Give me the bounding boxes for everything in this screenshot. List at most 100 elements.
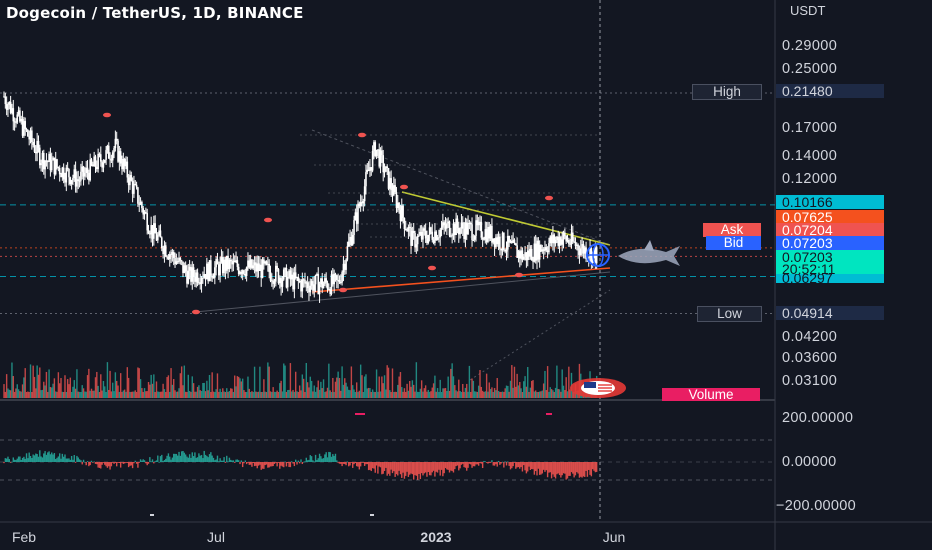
oscillator-bar: [153, 462, 155, 464]
volume-bar: [15, 388, 17, 398]
oscillator-bar: [470, 462, 472, 465]
candle-body: [308, 288, 310, 293]
volume-bar: [560, 391, 562, 398]
volume-bar: [382, 383, 384, 398]
volume-bar: [121, 391, 123, 398]
candle-body: [357, 203, 359, 224]
volume-bar: [321, 388, 323, 398]
high-label: High: [692, 84, 762, 100]
oscillator-bar: [504, 461, 506, 463]
candle-body: [365, 172, 367, 187]
volume-bar: [354, 391, 357, 398]
oscillator-bar: [158, 461, 160, 463]
candle-body: [304, 279, 306, 284]
oscillator-bar: [549, 462, 551, 473]
candle-body: [171, 252, 174, 255]
projection-line: [469, 289, 611, 381]
oscillator-bar: [448, 462, 451, 473]
oscillator-bar: [44, 451, 46, 462]
oscillator-bar: [341, 462, 343, 467]
volume-bar: [378, 376, 380, 398]
candle-body: [461, 222, 464, 229]
volume-bar: [272, 387, 274, 398]
volume-bar: [554, 387, 557, 398]
volume-bar: [127, 377, 130, 398]
volume-bar: [544, 370, 546, 398]
candle-body: [410, 227, 412, 246]
volume-bar: [553, 391, 555, 398]
candle-body: [577, 244, 579, 251]
volume-bar: [422, 391, 424, 398]
volume-bar: [383, 375, 386, 398]
candle-body: [249, 259, 252, 268]
oscillator-bar: [325, 452, 327, 462]
candle-body: [263, 259, 265, 264]
volume-bar: [244, 391, 247, 398]
oscillator-bar: [289, 462, 292, 468]
candle-body: [129, 175, 131, 186]
oscillator-bar: [268, 462, 270, 468]
oscillator-bar: [463, 462, 465, 468]
candle-body: [359, 202, 362, 207]
candle-body: [282, 269, 285, 280]
oscillator-bar: [431, 462, 433, 473]
volume-bar: [361, 375, 363, 398]
candle-body: [351, 235, 354, 245]
candle-body: [431, 231, 434, 240]
volume-bar: [423, 388, 426, 398]
oscillator-bar: [102, 462, 105, 463]
candle-body: [476, 220, 479, 226]
oscillator-bar: [332, 454, 334, 462]
volume-bar: [198, 385, 200, 398]
oscillator-bar: [544, 462, 546, 472]
candle-body: [440, 227, 443, 230]
oscillator-bar: [426, 462, 428, 477]
candle-body: [32, 141, 34, 146]
volume-bar: [68, 384, 70, 398]
oscillator-bar: [395, 462, 398, 475]
support-trendline: [311, 267, 611, 293]
oscillator-bar: [350, 462, 353, 463]
volume-bar: [367, 387, 370, 398]
oscillator-bar: [458, 462, 460, 471]
volume-bar: [133, 391, 135, 398]
candle-body: [260, 264, 263, 278]
volume-bar: [511, 365, 513, 398]
oscillator-bar: [595, 462, 598, 472]
oscillator-bar: [546, 462, 549, 478]
candle-body: [369, 167, 371, 171]
oscillator-bar: [393, 462, 395, 472]
oscillator-bar: [582, 462, 585, 477]
volume-bar: [370, 391, 372, 398]
candle-body: [106, 145, 109, 151]
candle-body: [285, 268, 288, 288]
volume-bar: [183, 365, 186, 398]
candle-body: [561, 239, 564, 245]
candle-body: [121, 163, 123, 170]
candle-body: [302, 279, 305, 281]
volume-bar: [355, 382, 358, 398]
oscillator-bar: [484, 461, 486, 463]
candle-body: [235, 260, 237, 263]
volume-bar: [302, 378, 305, 398]
candle-body: [196, 272, 199, 283]
oscillator-bar: [157, 455, 159, 462]
volume-bar: [226, 388, 228, 398]
candle-body: [566, 239, 569, 242]
oscillator-bar: [512, 462, 514, 467]
oscillator-bar: [28, 452, 30, 462]
volume-bar: [572, 391, 574, 398]
oscillator-bar: [578, 462, 581, 478]
candle-body: [3, 96, 5, 98]
candle-body: [119, 151, 122, 164]
volume-bar: [573, 391, 575, 398]
volume-bar: [306, 382, 309, 398]
oscillator-bar: [186, 456, 188, 462]
candle-body: [379, 150, 382, 167]
volume-bar: [529, 387, 532, 398]
time-tick: Jul: [207, 529, 225, 545]
volume-bar: [300, 390, 302, 398]
candle-body: [451, 235, 453, 237]
volume-bar: [485, 373, 488, 398]
